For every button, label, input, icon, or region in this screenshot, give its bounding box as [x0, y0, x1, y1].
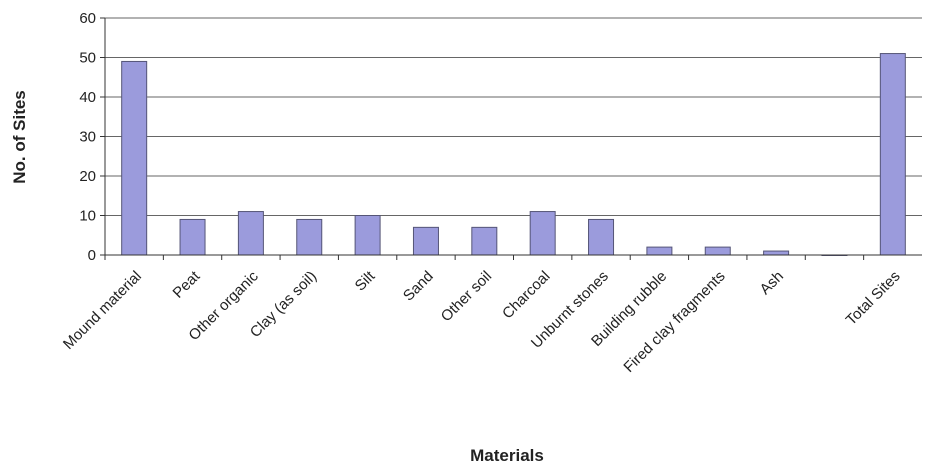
y-tick-label: 40 — [79, 89, 96, 106]
y-tick-label: 30 — [79, 129, 96, 146]
bar — [704, 246, 731, 256]
x-tick-label: Fired clay fragments — [620, 268, 728, 376]
y-tick-label: 20 — [79, 168, 96, 185]
x-tick-label: Silt — [352, 267, 379, 294]
y-axis: 0 10 20 30 40 50 60 — [79, 10, 106, 264]
bar — [763, 250, 790, 256]
bar — [179, 218, 206, 256]
y-tick-label: 10 — [79, 208, 96, 225]
bars — [121, 53, 906, 256]
bar — [588, 218, 615, 256]
x-tick-label: Ash — [757, 268, 787, 298]
x-tick-label: Sand — [400, 268, 437, 305]
y-tick-label: 60 — [79, 10, 96, 27]
gridlines — [105, 17, 922, 216]
x-axis-title: Materials — [470, 446, 544, 465]
x-tick-label: Mound material — [60, 268, 145, 353]
y-axis-title: No. of Sites — [10, 90, 29, 184]
bar — [412, 226, 439, 256]
bar — [646, 246, 673, 256]
bar — [879, 53, 906, 256]
x-tick-label: Peat — [170, 267, 204, 301]
bar — [529, 211, 556, 256]
bar — [121, 60, 148, 256]
x-tick-label: Other soil — [438, 268, 495, 325]
x-tick-label: Charcoal — [499, 268, 553, 322]
bar — [471, 226, 498, 256]
y-tick-label: 0 — [88, 247, 96, 264]
y-tick-label: 50 — [79, 50, 96, 67]
bar — [237, 211, 264, 256]
bar — [354, 215, 381, 256]
bar — [296, 218, 323, 256]
x-tick-label: Total Sites — [843, 268, 904, 329]
